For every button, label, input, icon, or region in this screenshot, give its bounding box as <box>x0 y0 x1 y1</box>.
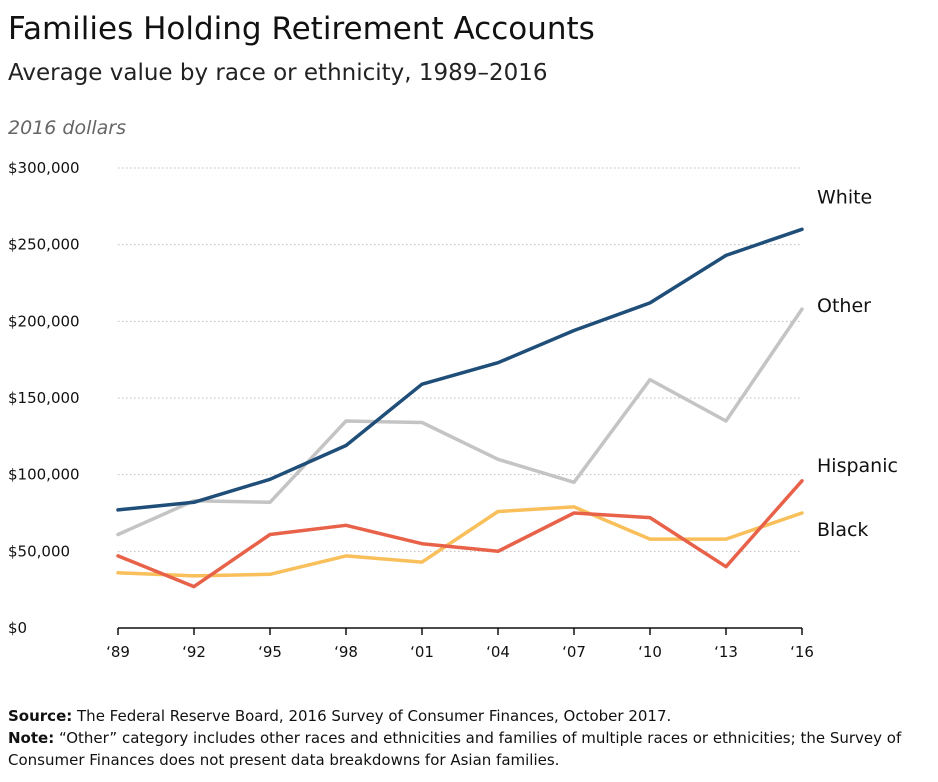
x-tick-label: ‘16 <box>790 643 814 661</box>
y-tick-label: $200,000 <box>8 312 80 330</box>
series-line-hispanic <box>116 479 804 589</box>
x-tick-label: ‘92 <box>182 643 206 661</box>
footnotes: Source: The Federal Reserve Board, 2016 … <box>8 705 930 771</box>
x-tick-label: ‘13 <box>714 643 738 661</box>
series-line-white <box>116 227 804 512</box>
series-label-hispanic: Hispanic <box>817 455 898 477</box>
note-label: Note: <box>8 729 55 747</box>
series-label-other: Other <box>817 295 871 317</box>
x-tick-label: ‘89 <box>106 643 130 661</box>
y-tick-label: $50,000 <box>8 542 70 560</box>
x-tick-label: ‘10 <box>638 643 662 661</box>
source-note: Source: The Federal Reserve Board, 2016 … <box>8 705 930 727</box>
y-tick-label: $100,000 <box>8 466 80 484</box>
chart-title: Families Holding Retirement Accounts <box>8 11 595 47</box>
y-tick-label: $150,000 <box>8 389 80 407</box>
series-labels: White Other Hispanic Black <box>817 186 898 541</box>
source-label: Source: <box>8 707 73 725</box>
y-tick-label: $0 <box>8 619 27 637</box>
line-chart: $0 $50,000 $100,000 $150,000 $200,000 $250,00… <box>8 159 898 661</box>
x-tick-label: ‘07 <box>562 643 586 661</box>
series-line-other <box>116 307 804 537</box>
chart-subtitle: Average value by race or ethnicity, 1989… <box>8 60 548 86</box>
note: Note: “Other” category includes other ra… <box>8 727 930 771</box>
y-axis-unit-label: 2016 dollars <box>8 117 126 139</box>
x-tick-label: ‘98 <box>334 643 358 661</box>
x-tick-label: ‘04 <box>486 643 510 661</box>
y-tick-label: $300,000 <box>8 159 80 177</box>
series-label-white: White <box>817 186 872 208</box>
x-tick-label: ‘95 <box>258 643 282 661</box>
x-tick-label: ‘01 <box>410 643 434 661</box>
y-tick-label: $250,000 <box>8 236 80 254</box>
series-lines <box>116 227 804 589</box>
note-text: “Other” category includes other races an… <box>8 729 902 769</box>
series-line-black <box>116 505 804 578</box>
series-label-black: Black <box>817 519 868 541</box>
source-text: The Federal Reserve Board, 2016 Survey o… <box>72 707 672 725</box>
axes: $0 $50,000 $100,000 $150,000 $200,000 $250,00… <box>8 159 814 661</box>
